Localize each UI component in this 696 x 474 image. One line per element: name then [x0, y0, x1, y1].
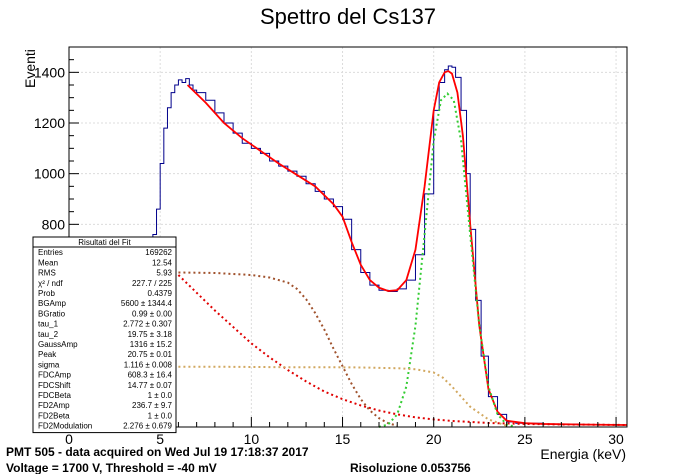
- stats-row-value: 2.772 ± 0.307: [123, 320, 172, 329]
- stats-row-label: BGAmp: [38, 299, 67, 308]
- fit-curve-compton_edge: [178, 271, 398, 427]
- x-tick-label: 30: [608, 431, 624, 447]
- stats-row-value: 5600 ± 1344.4: [121, 299, 173, 308]
- stats-row-value: 227.7 / 225: [132, 279, 173, 288]
- stats-row-value: 14.77 ± 0.07: [128, 381, 173, 390]
- stats-row-label: Entries: [38, 248, 63, 257]
- histogram-series: [152, 65, 627, 427]
- stats-row-value: 5.93: [156, 269, 172, 278]
- fit-curve-gaussian: [378, 92, 517, 428]
- stats-row-label: FDCShift: [38, 381, 71, 390]
- x-axis-label: Energia (keV): [540, 446, 626, 462]
- x-tick-label: 5: [156, 431, 164, 447]
- x-tick-label: 25: [517, 431, 533, 447]
- stats-row-value: 12.54: [152, 258, 173, 267]
- info-line-voltage: Voltage = 1700 V, Threshold = -40 mV: [6, 461, 217, 474]
- stats-row-value: 1 ± 0.0: [148, 411, 173, 420]
- stats-row-value: 19.75 ± 3.18: [128, 330, 173, 339]
- stats-row-value: 1 ± 0.0: [148, 391, 173, 400]
- stats-row-label: FD2Beta: [38, 411, 70, 420]
- stats-row-label: FDCBeta: [38, 391, 71, 400]
- stats-row-label: RMS: [38, 269, 56, 278]
- stats-row-value: 169262: [145, 248, 172, 257]
- axes: 0 5 10 15 20 25 30 800 1000 1200 1400: [34, 46, 628, 447]
- fit-curve-total_fit: [186, 70, 628, 426]
- stats-row-value: 1316 ± 15.2: [130, 340, 173, 349]
- stats-row-label: sigma: [38, 360, 60, 369]
- stats-row-label: tau_1: [38, 320, 59, 329]
- chart-title: Spettro del Cs137: [260, 4, 436, 29]
- stats-row-value: 20.75 ± 0.01: [128, 350, 173, 359]
- stats-row-label: tau_2: [38, 330, 59, 339]
- y-tick-label: 1400: [34, 64, 65, 80]
- stats-row-label: BGratio: [38, 309, 66, 318]
- stats-row-label: Prob: [38, 289, 55, 298]
- stats-row-value: 608.3 ± 16.4: [128, 371, 173, 380]
- stats-row-label: Peak: [38, 350, 57, 359]
- fit-curve-background_exp: [177, 274, 628, 426]
- x-tick-label: 15: [335, 431, 351, 447]
- x-tick-label: 20: [426, 431, 442, 447]
- stats-row-label: Mean: [38, 258, 58, 267]
- stats-box-frame: [32, 236, 177, 434]
- y-tick-label: 1200: [34, 115, 65, 131]
- x-tick-label: 0: [65, 431, 73, 447]
- info-line-acquisition: PMT 505 - data acquired on Wed Jul 19 17…: [6, 445, 309, 459]
- stats-box-title: Risultati del Fit: [78, 238, 131, 247]
- info-resolution: Risoluzione 0.053756: [350, 461, 471, 474]
- stats-row-label: FD2Modulation: [38, 422, 92, 431]
- stats-row-label: χ² / ndf: [38, 279, 63, 288]
- stats-row-value: 2.276 ± 0.679: [123, 422, 172, 431]
- data-series: [152, 65, 628, 428]
- stats-row-label: GaussAmp: [38, 340, 78, 349]
- fit-stats-box: Risultati del Fit Entries 169262 Mean 12.54 R…: [32, 236, 177, 434]
- y-tick-label: 1000: [34, 166, 65, 182]
- stats-row-value: 1.116 ± 0.008: [124, 360, 173, 369]
- x-tick-label: 10: [244, 431, 260, 447]
- fit-curve-backscatter: [178, 365, 507, 427]
- y-tick-label: 800: [42, 216, 66, 232]
- stats-row-label: FDCAmp: [38, 371, 71, 380]
- stats-row-value: 236.7 ± 9.7: [132, 401, 173, 410]
- stats-row-value: 0.4379: [148, 289, 173, 298]
- y-axis-label: Eventi: [22, 49, 38, 88]
- stats-row-label: FD2Amp: [38, 401, 70, 410]
- stats-row-value: 0.99 ± 0.00: [132, 309, 173, 318]
